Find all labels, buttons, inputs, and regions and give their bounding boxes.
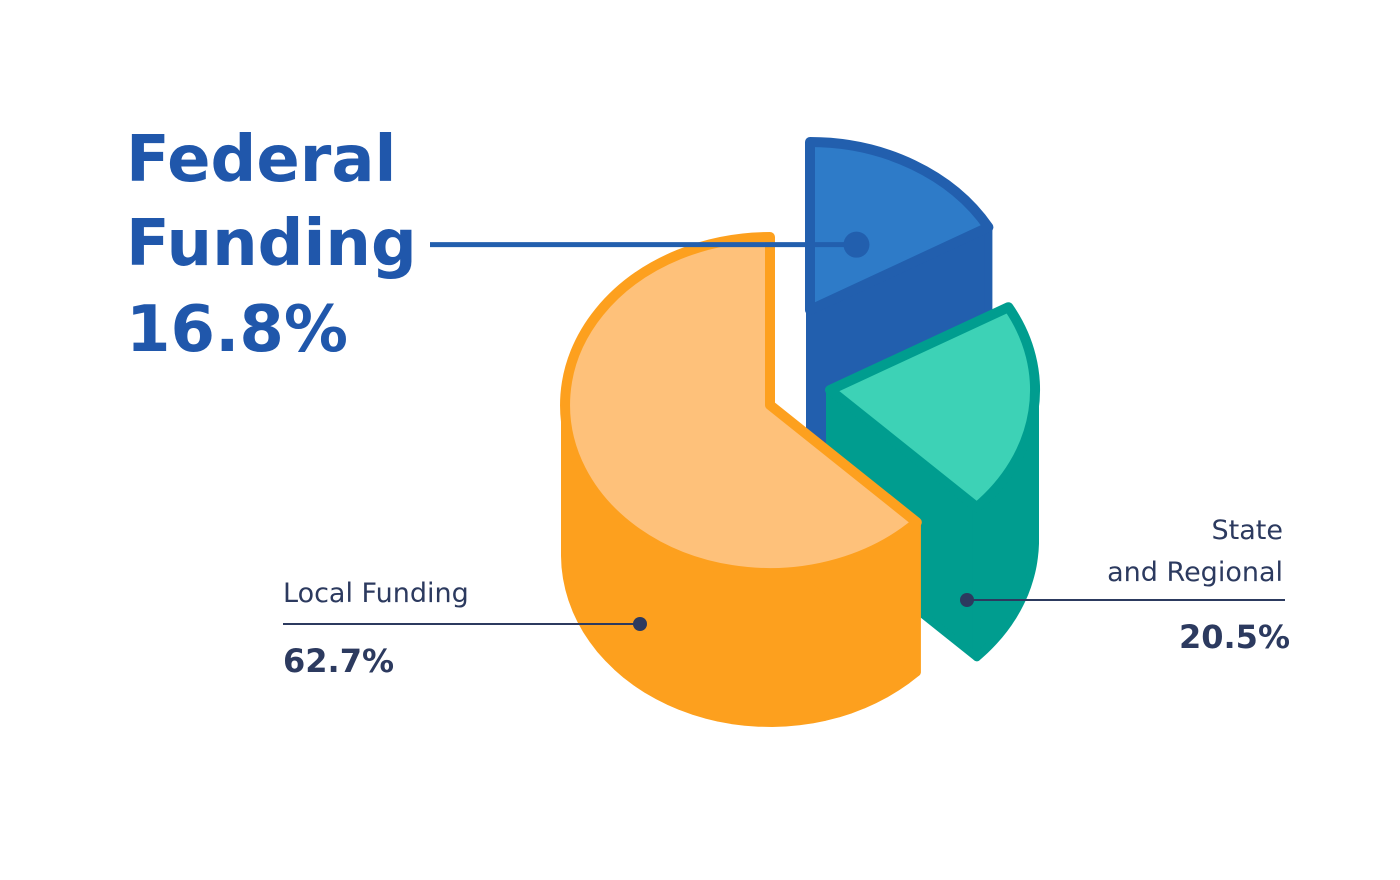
- slice-0-top-face: [805, 137, 994, 315]
- state-name-line-2: and Regional: [1107, 557, 1283, 588]
- local-funding-name: Local Funding: [283, 578, 469, 609]
- federal-funding-label: Federal Funding 16.8%: [126, 118, 417, 372]
- state-regional-name: State and Regional: [1107, 510, 1283, 594]
- federal-value-label: 16.8%: [126, 293, 349, 367]
- local-leader-dot: [633, 617, 647, 631]
- local-funding-value-label: 62.7%: [283, 642, 395, 680]
- state-leader-dot: [960, 593, 974, 607]
- federal-leader-dot: [843, 231, 870, 258]
- slices-layer: [560, 137, 1041, 727]
- federal-name-line-1: Federal: [126, 123, 397, 197]
- slice-2-top-face: [560, 232, 922, 578]
- state-regional-value-label: 20.5%: [1178, 618, 1290, 656]
- slice-2: [560, 232, 922, 727]
- state-name-line-1: State: [1211, 515, 1283, 546]
- leaders-layer: [283, 231, 1285, 631]
- slice-1-top-face: [825, 302, 1041, 513]
- federal-name-line-2: Funding: [126, 207, 417, 281]
